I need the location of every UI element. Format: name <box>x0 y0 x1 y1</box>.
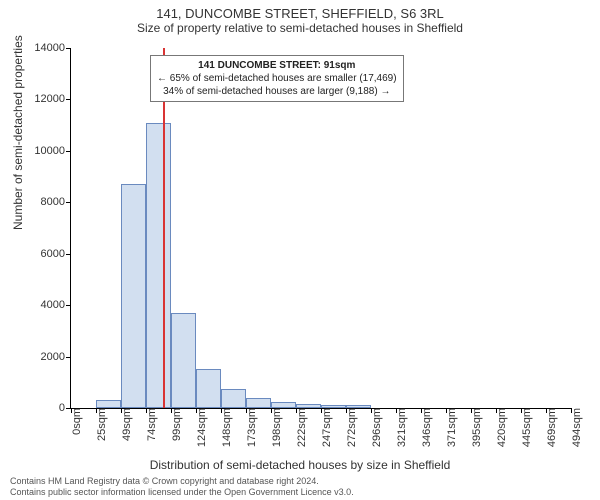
callout-line3: 34% of semi-detached houses are larger (… <box>157 85 397 98</box>
xtick-label: 469sqm <box>544 408 558 447</box>
ytick-label: 14000 <box>15 42 71 54</box>
caption-line1: Contains HM Land Registry data © Crown c… <box>10 476 590 487</box>
xtick-label: 346sqm <box>419 408 433 447</box>
histogram-bar <box>121 184 146 408</box>
callout-box: 141 DUNCOMBE STREET: 91sqm ← 65% of semi… <box>150 55 404 102</box>
ytick-label: 6000 <box>15 248 71 260</box>
caption: Contains HM Land Registry data © Crown c… <box>10 476 590 498</box>
xtick-label: 74sqm <box>144 408 158 441</box>
histogram-bar <box>171 313 196 408</box>
xtick-label: 0sqm <box>69 408 83 435</box>
histogram-bar <box>146 123 171 408</box>
xtick-label: 25sqm <box>94 408 108 441</box>
xtick-label: 222sqm <box>294 408 308 447</box>
marker-line <box>163 48 165 408</box>
ytick-label: 4000 <box>15 299 71 311</box>
x-axis-label: Distribution of semi-detached houses by … <box>0 458 600 472</box>
histogram-bar <box>221 389 246 408</box>
histogram-bar <box>296 404 321 408</box>
xtick-label: 198sqm <box>269 408 283 447</box>
plot-area: 020004000600080001000012000140000sqm25sq… <box>70 48 571 409</box>
ytick-label: 10000 <box>15 145 71 157</box>
xtick-label: 420sqm <box>494 408 508 447</box>
histogram-bar <box>346 405 371 408</box>
histogram-bar <box>196 369 221 408</box>
ytick-label: 0 <box>15 402 71 414</box>
histogram-bar <box>271 402 296 408</box>
xtick-label: 148sqm <box>219 408 233 447</box>
xtick-label: 272sqm <box>344 408 358 447</box>
xtick-label: 247sqm <box>319 408 333 447</box>
xtick-label: 124sqm <box>194 408 208 447</box>
callout-line2: ← 65% of semi-detached houses are smalle… <box>157 72 397 85</box>
chart-title: 141, DUNCOMBE STREET, SHEFFIELD, S6 3RL <box>0 0 600 21</box>
xtick-label: 395sqm <box>469 408 483 447</box>
ytick-label: 8000 <box>15 196 71 208</box>
xtick-label: 296sqm <box>369 408 383 447</box>
xtick-label: 99sqm <box>169 408 183 441</box>
caption-line2: Contains public sector information licen… <box>10 487 590 498</box>
histogram-bar <box>96 400 121 408</box>
callout-line1: 141 DUNCOMBE STREET: 91sqm <box>157 59 397 72</box>
chart-container: 141, DUNCOMBE STREET, SHEFFIELD, S6 3RL … <box>0 0 600 500</box>
xtick-label: 49sqm <box>119 408 133 441</box>
chart-subtitle: Size of property relative to semi-detach… <box>0 21 600 37</box>
xtick-label: 371sqm <box>444 408 458 447</box>
ytick-label: 12000 <box>15 93 71 105</box>
xtick-label: 494sqm <box>569 408 583 447</box>
histogram-bar <box>321 405 346 408</box>
xtick-label: 173sqm <box>244 408 258 447</box>
xtick-label: 445sqm <box>519 408 533 447</box>
xtick-label: 321sqm <box>394 408 408 447</box>
histogram-bar <box>246 398 271 408</box>
ytick-label: 2000 <box>15 351 71 363</box>
